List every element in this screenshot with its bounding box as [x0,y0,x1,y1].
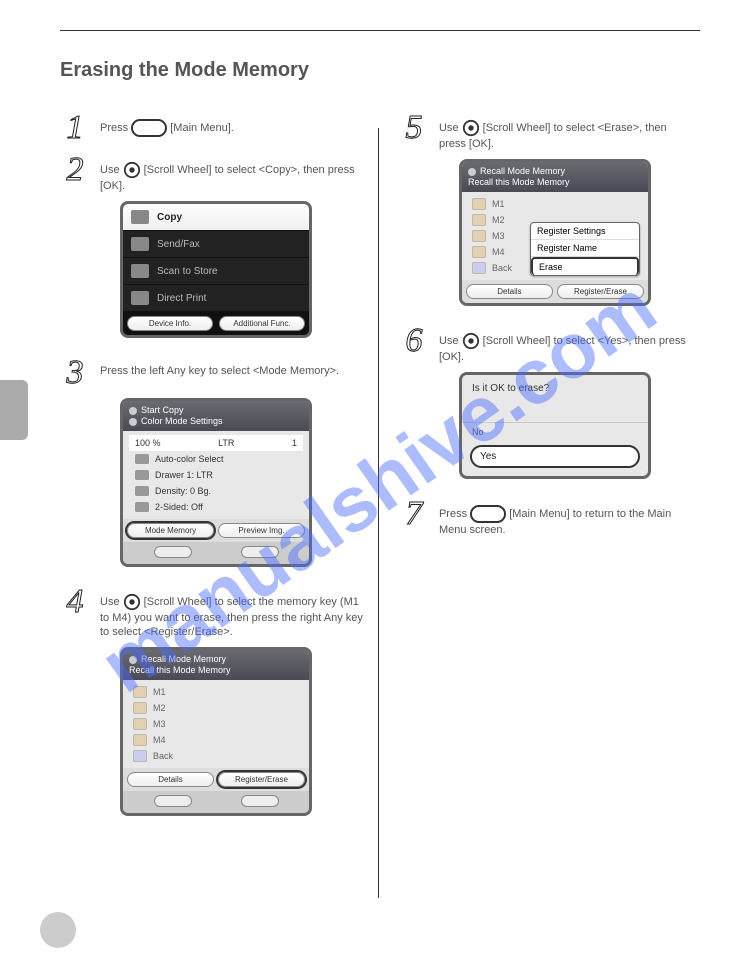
setting-row: Density: 0 Bg. [129,483,303,499]
step-4: 4 Use [Scroll Wheel] to select the memor… [60,585,367,640]
gear-icon [123,161,141,179]
screenshot-header: Recall Mode Memory Recall this Mode Memo… [123,650,309,680]
step-text: Use [Scroll Wheel] to select <Erase>, th… [439,111,696,151]
page-title: Erasing the Mode Memory [60,59,696,83]
step-text: Use [Scroll Wheel] to select the memory … [100,585,367,640]
screenshot-header: Recall Mode Memory Recall this Mode Memo… [462,162,648,192]
side-tab [0,380,28,440]
menu-item-direct[interactable]: Direct Print [123,285,309,312]
register-erase-button[interactable]: Register/Erase [557,284,644,299]
setting-row: 2-Sided: Off [129,499,303,515]
back-item[interactable]: Back [129,748,303,764]
pill-icon [131,119,167,137]
step-3: 3 Press the left Any key to select <Mode… [60,356,367,390]
menu-label: Scan to Store [157,266,218,277]
header-rule [60,30,700,31]
preview-img-button[interactable]: Preview Img. [218,523,305,538]
softkey[interactable] [154,546,192,558]
step-7: 7 Press [Main Menu] to return to the Mai… [399,497,696,537]
step-6: 6 Use [Scroll Wheel] to select <Yes>, th… [399,324,696,364]
step-number: 6 [399,324,429,358]
popup-option-erase[interactable]: Erase [531,257,639,275]
gear-icon [123,593,141,611]
dialog-no[interactable]: No [462,422,648,441]
gear-icon [462,119,480,137]
step-number: 2 [60,153,90,187]
recall-popup-screenshot: Recall Mode Memory Recall this Mode Memo… [459,159,651,306]
device-info-button[interactable]: Device Info. [127,316,213,331]
dialog-question: Is it OK to erase? [462,375,648,422]
gear-icon [462,332,480,350]
softkeys [123,791,309,813]
dialog-yes[interactable]: Yes [470,445,640,468]
register-erase-button[interactable]: Register/Erase [218,772,305,787]
step-2: 2 Use [Scroll Wheel] to select <Copy>, t… [60,153,367,193]
screenshot-header: Start Copy Color Mode Settings [123,401,309,431]
recall-item[interactable]: M1 [468,196,642,212]
copy-icon [131,210,149,224]
step-5: 5 Use [Scroll Wheel] to select <Erase>, … [399,111,696,151]
main-menu-screenshot: Copy Send/Fax Scan to Store Direct Print… [120,201,312,338]
recall-item[interactable]: M4 [129,732,303,748]
page-number-dot [40,912,76,948]
menu-item-scan[interactable]: Scan to Store [123,258,309,285]
pill-icon [470,505,506,523]
recall-item[interactable]: M2 [129,700,303,716]
print-icon [131,291,149,305]
details-button[interactable]: Details [466,284,553,299]
popup-option[interactable]: Register Settings [531,223,639,240]
paper-value: LTR [218,438,234,448]
menu-item-copy[interactable]: Copy [123,204,309,231]
recall-item[interactable]: M1 [129,684,303,700]
scan-icon [131,264,149,278]
erase-confirm-screenshot: Is it OK to erase? No Yes [459,372,651,479]
left-column: 1 Press [Main Menu]. 2 Use [Scroll Wheel… [60,111,367,834]
step-1: 1 Press [Main Menu]. [60,111,367,145]
menu-item-sendfax[interactable]: Send/Fax [123,231,309,258]
recall-screenshot: Recall Mode Memory Recall this Mode Memo… [120,647,312,816]
setting-row: Drawer 1: LTR [129,467,303,483]
step-text: Use [Scroll Wheel] to select <Yes>, then… [439,324,696,364]
zoom-value: 100 % [135,438,161,448]
copy-top-screenshot: Start Copy Color Mode Settings 100 % LTR… [120,398,312,567]
step-number: 4 [60,585,90,619]
recall-item[interactable]: M3 [129,716,303,732]
step-number: 5 [399,111,429,145]
softkey[interactable] [154,795,192,807]
softkeys [123,542,309,564]
step-text: Press [Main Menu]. [100,111,367,137]
mode-memory-button[interactable]: Mode Memory [127,523,214,538]
menu-label: Send/Fax [157,239,200,250]
softkey[interactable] [241,795,279,807]
register-erase-popup: Register Settings Register Name Erase [530,222,640,276]
fax-icon [131,237,149,251]
step-text: Press [Main Menu] to return to the Main … [439,497,696,537]
right-column: 5 Use [Scroll Wheel] to select <Erase>, … [399,111,696,834]
step-number: 1 [60,111,90,145]
softkey[interactable] [241,546,279,558]
popup-option[interactable]: Register Name [531,240,639,257]
setting-row: Auto-color Select [129,451,303,467]
details-button[interactable]: Details [127,772,214,787]
step-text: Use [Scroll Wheel] to select <Copy>, the… [100,153,367,193]
step-number: 7 [399,497,429,531]
menu-label: Direct Print [157,293,206,304]
additional-func-button[interactable]: Additional Func. [219,316,305,331]
step-number: 3 [60,356,90,390]
menu-label: Copy [157,212,182,223]
count-value: 1 [292,438,297,448]
page: Erasing the Mode Memory 1 Press [Main Me… [0,0,756,972]
step-text: Press the left Any key to select <Mode M… [100,356,367,378]
